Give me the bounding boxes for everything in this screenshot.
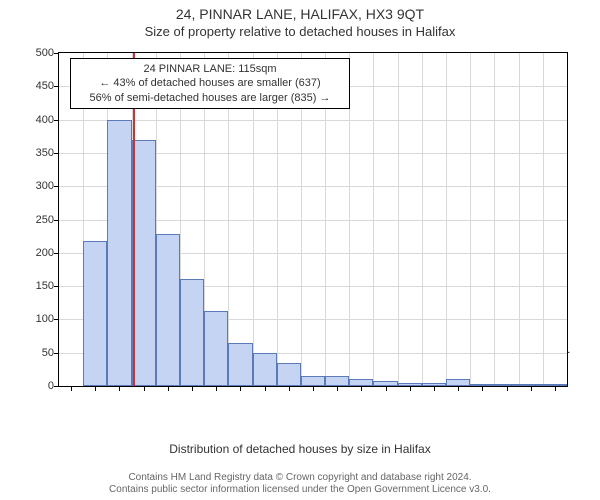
footer-attribution: Contains HM Land Registry data © Crown c… [0,472,600,496]
x-tick-mark [216,387,217,391]
histogram-bar [543,384,567,386]
x-tick-mark [144,387,145,391]
histogram-bar [422,383,446,386]
histogram-bar [228,343,252,386]
x-tick-mark [337,387,338,391]
histogram-bar [180,279,204,386]
histogram-bar [253,353,277,386]
histogram-bar [277,363,301,386]
gridline-v [398,53,399,386]
y-tick-label: 500 [14,47,54,59]
y-tick-label: 0 [14,380,54,392]
gridline-v [470,53,471,386]
gridline-v [494,53,495,386]
y-tick-label: 450 [14,80,54,92]
histogram-bar [325,376,349,386]
histogram-bar [301,376,325,386]
y-tick-label: 350 [14,147,54,159]
gridline-v [543,53,544,386]
annotation-line: 56% of semi-detached houses are larger (… [77,91,343,105]
chart-subtitle: Size of property relative to detached ho… [0,22,600,43]
gridline-v [422,53,423,386]
annotation-line: 24 PINNAR LANE: 115sqm [77,62,343,76]
x-tick-mark [240,387,241,391]
histogram-bar [107,120,131,386]
x-axis-label: Distribution of detached houses by size … [0,442,600,456]
x-tick-mark [410,387,411,391]
x-tick-mark [71,387,72,391]
y-tick-label: 300 [14,180,54,192]
x-tick-mark [361,387,362,391]
footer-line-1: Contains HM Land Registry data © Crown c… [0,472,600,484]
histogram-bar [398,383,422,386]
x-tick-mark [434,387,435,391]
x-tick-mark [458,387,459,391]
y-tick-label: 400 [14,114,54,126]
page-title: 24, PINNAR LANE, HALIFAX, HX3 9QT [0,0,600,22]
x-tick-mark [119,387,120,391]
histogram-bar [446,379,470,386]
x-tick-mark [313,387,314,391]
x-tick-mark [531,387,532,391]
y-tick-label: 150 [14,280,54,292]
x-tick-mark [482,387,483,391]
chart-container: 24, PINNAR LANE, HALIFAX, HX3 9QT Size o… [0,0,600,500]
x-tick-mark [289,387,290,391]
gridline-v [519,53,520,386]
gridline-v [373,53,374,386]
y-tick-label: 200 [14,247,54,259]
x-tick-mark [192,387,193,391]
gridline-h [59,120,567,121]
x-tick-mark [507,387,508,391]
x-tick-mark [95,387,96,391]
y-tick-label: 50 [14,347,54,359]
y-tick-label: 250 [14,214,54,226]
histogram-bar [83,241,107,386]
histogram-bar [156,234,180,386]
histogram-bar [519,384,543,386]
x-tick-mark [386,387,387,391]
histogram-bar [373,381,397,386]
y-tick-label: 100 [14,313,54,325]
annotation-box: 24 PINNAR LANE: 115sqm← 43% of detached … [70,58,350,109]
x-tick-mark [555,387,556,391]
histogram-bar [132,140,156,386]
histogram-bar [349,379,373,386]
histogram-bar [494,384,518,386]
x-tick-mark [265,387,266,391]
annotation-line: ← 43% of detached houses are smaller (63… [77,76,343,90]
footer-line-2: Contains public sector information licen… [0,484,600,496]
gridline-v [446,53,447,386]
histogram-bar [204,311,228,386]
histogram-bar [470,384,494,386]
x-tick-mark [168,387,169,391]
